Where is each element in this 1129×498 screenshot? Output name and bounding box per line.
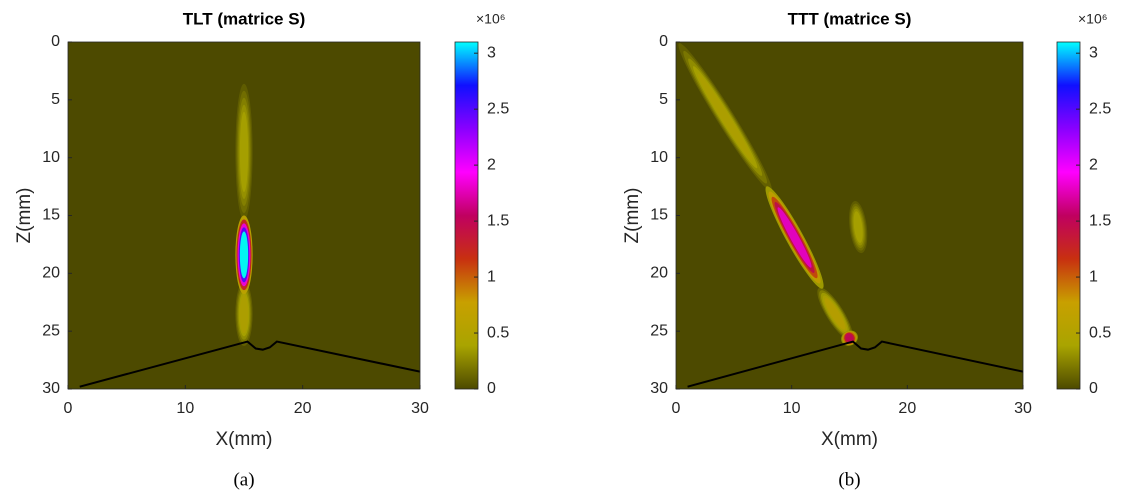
y-axis-label: Z(mm)	[14, 188, 35, 244]
hotspot-level	[239, 231, 249, 279]
y-tick-label: 20	[650, 265, 668, 282]
hotspot-level	[777, 207, 812, 268]
y-tick-label: 25	[42, 322, 60, 339]
x-tick-label: 0	[64, 400, 73, 417]
y-tick-label: 25	[650, 322, 668, 339]
hotspot-level	[824, 298, 846, 330]
x-tick-label: 30	[1014, 400, 1032, 417]
colorbar-tick-label: 1.5	[487, 212, 509, 229]
y-tick-label: 0	[659, 33, 668, 50]
hotspot-level	[845, 333, 854, 344]
hotspot	[235, 83, 253, 221]
hotspot	[235, 215, 253, 295]
hotspot	[849, 201, 868, 254]
surface-profile	[687, 340, 1023, 388]
chart-title: TLT (matrice S)	[183, 9, 305, 28]
hotspot-level	[853, 211, 863, 243]
colorbar-tick-label: 1	[487, 268, 496, 285]
colorbar	[454, 41, 479, 390]
colorbar-tick-label: 1	[1089, 268, 1098, 285]
x-tick-label: 20	[898, 400, 916, 417]
colorbar-tick-label: 2.5	[487, 100, 509, 117]
hotspot-level	[239, 294, 249, 334]
hotspot	[765, 186, 824, 289]
x-tick-label: 10	[783, 400, 801, 417]
colorbar-tick-label: 2	[487, 156, 496, 173]
colorbar-tick-label: 0.5	[1089, 324, 1111, 341]
colorbar-tick-label: 0.5	[487, 324, 509, 341]
field	[678, 43, 1023, 388]
chart-title: TTT (matrice S)	[788, 9, 912, 28]
y-tick-label: 30	[42, 380, 60, 397]
y-axis-label: Z(mm)	[622, 188, 643, 244]
colorbar-tick-label: 0	[487, 380, 496, 397]
hotspot-level	[239, 111, 249, 193]
y-tick-label: 5	[659, 91, 668, 108]
caption: (a)	[233, 469, 254, 490]
y-tick-label: 30	[650, 380, 668, 397]
y-tick-label: 15	[650, 207, 668, 224]
y-tick-label: 10	[650, 149, 668, 166]
hotspot	[678, 43, 772, 192]
hotspot	[235, 281, 253, 346]
surface-profile	[79, 340, 420, 388]
colorbar-multiplier: ×10⁶	[1078, 11, 1108, 27]
field	[79, 83, 420, 388]
colorbar-tick-label: 2.5	[1089, 100, 1111, 117]
colorbar-tick-label: 0	[1089, 380, 1098, 397]
x-axis-label: X(mm)	[821, 429, 878, 450]
y-tick-label: 10	[42, 149, 60, 166]
x-tick-label: 20	[294, 400, 312, 417]
y-tick-label: 15	[42, 207, 60, 224]
colorbar-tick-label: 3	[1089, 44, 1098, 61]
y-tick-label: 0	[51, 33, 60, 50]
x-tick-label: 10	[176, 400, 194, 417]
hotspot-level	[697, 73, 753, 161]
colorbar-multiplier: ×10⁶	[476, 11, 506, 27]
colorbar	[1056, 41, 1081, 390]
y-tick-label: 20	[42, 265, 60, 282]
colorbar-tick-label: 1.5	[1089, 212, 1111, 229]
x-tick-label: 30	[411, 400, 429, 417]
hotspot	[817, 287, 853, 340]
x-axis-label: X(mm)	[216, 429, 273, 450]
y-tick-label: 5	[51, 91, 60, 108]
caption: (b)	[838, 469, 860, 490]
x-tick-label: 0	[672, 400, 681, 417]
colorbar-tick-label: 3	[487, 44, 496, 61]
colorbar-tick-label: 2	[1089, 156, 1098, 173]
